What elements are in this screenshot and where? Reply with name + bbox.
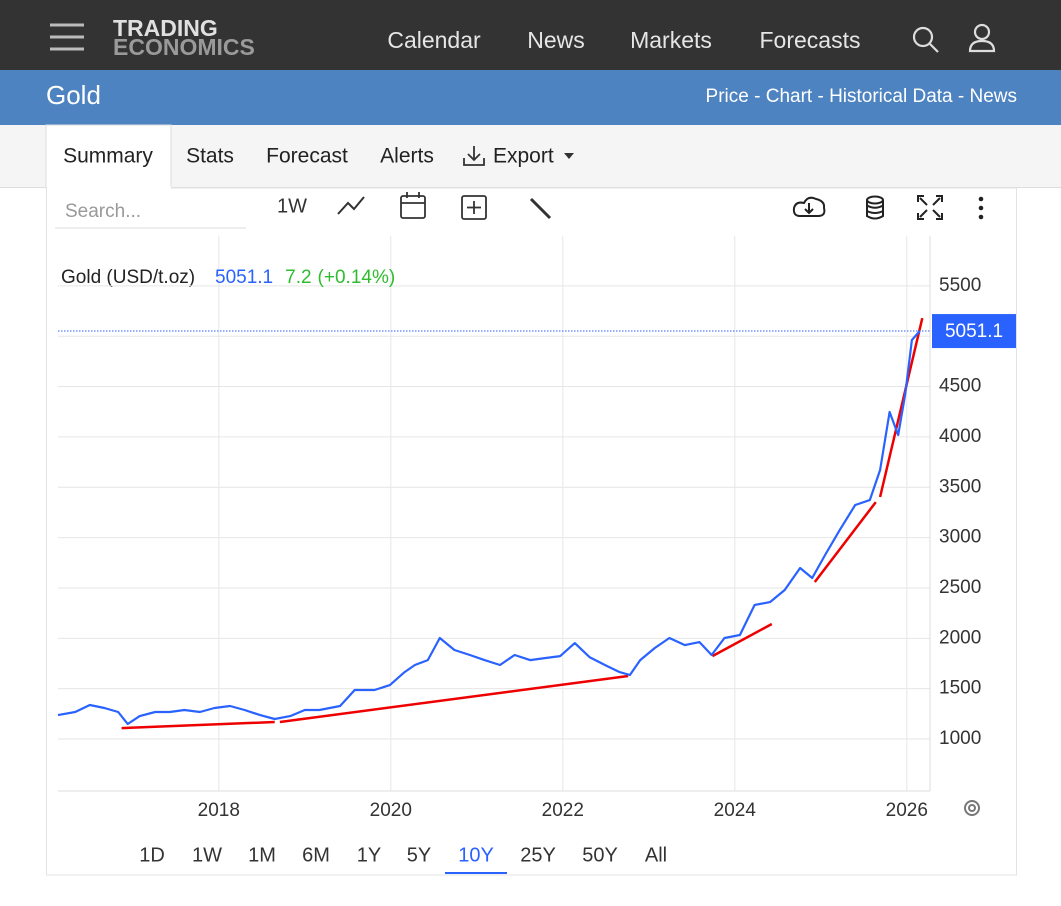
active-tab	[45, 124, 172, 189]
range-button[interactable]: 10Y	[458, 844, 494, 866]
y-tick-label: 4500	[939, 376, 981, 397]
search-icon[interactable]	[912, 26, 939, 53]
legend-value: 5051.1	[215, 267, 273, 288]
legend-name: Gold (USD/t.oz)	[61, 267, 195, 288]
last-price-tag	[932, 314, 1016, 349]
logo[interactable]: ECONOMICS	[113, 34, 255, 60]
menu-icon[interactable]	[50, 23, 84, 51]
settings-icon[interactable]	[964, 800, 980, 816]
range-button[interactable]: 50Y	[582, 844, 618, 866]
y-tick-label: 3000	[939, 527, 981, 548]
tab[interactable]: Summary	[63, 145, 153, 168]
nav-link[interactable]: Forecasts	[760, 27, 861, 53]
trend-line	[878, 317, 924, 498]
y-tick-label: 1000	[939, 728, 981, 749]
x-tick-label: 2018	[198, 800, 240, 821]
x-tick-label: 2022	[542, 800, 584, 821]
x-tick-label: 2020	[370, 800, 412, 821]
trend-line	[813, 501, 877, 583]
price-line	[57, 330, 921, 726]
chart-type-icon[interactable]	[337, 196, 365, 215]
tab[interactable]: Forecast	[266, 145, 348, 168]
download-icon[interactable]	[792, 196, 826, 217]
add-indicator-icon[interactable]	[461, 195, 487, 220]
tab-bar	[0, 125, 1061, 188]
y-tick-label: 1500	[939, 678, 981, 699]
logo[interactable]: TRADING	[113, 15, 218, 41]
tools-icon[interactable]	[529, 197, 552, 220]
y-tick-label: 4000	[939, 426, 981, 447]
range-button[interactable]: 1D	[139, 844, 165, 866]
y-tick-label: 2500	[939, 577, 981, 598]
trend-line	[121, 720, 275, 730]
range-button[interactable]: 1Y	[357, 844, 381, 866]
tab-join	[47, 186, 171, 190]
range-button[interactable]: All	[645, 844, 667, 866]
interval-button[interactable]: 1W	[277, 195, 307, 217]
nav-link[interactable]: News	[527, 27, 585, 53]
range-button[interactable]: 1W	[192, 844, 222, 866]
trend-line	[711, 622, 773, 658]
dropdown-caret	[564, 153, 574, 159]
tab[interactable]: Export	[493, 145, 554, 168]
search-input[interactable]: Search...	[65, 201, 141, 222]
range-button[interactable]: 6M	[302, 844, 330, 866]
nav-link[interactable]: Markets	[630, 27, 712, 53]
tab[interactable]: Alerts	[380, 145, 434, 168]
trend-line	[279, 674, 629, 724]
database-icon[interactable]	[866, 195, 884, 220]
range-button[interactable]: 1M	[248, 844, 276, 866]
y-tick-label: 3500	[939, 476, 981, 497]
range-button[interactable]: 25Y	[520, 844, 556, 866]
export-icon[interactable]	[463, 146, 485, 166]
range-button[interactable]: 5Y	[407, 844, 431, 866]
spacer	[0, 836, 1, 837]
nav-link[interactable]: Calendar	[387, 27, 481, 53]
y-tick-label: 2000	[939, 627, 981, 648]
x-tick-label: 2026	[886, 800, 928, 821]
fullscreen-icon[interactable]	[917, 195, 943, 220]
user-icon[interactable]	[968, 23, 996, 53]
top-bar	[0, 0, 1061, 70]
calendar-icon[interactable]	[400, 192, 426, 219]
sub-links[interactable]: Price - Chart - Historical Data - News	[706, 86, 1017, 107]
legend-change: 7.2	[285, 267, 311, 288]
page-title: Gold	[46, 80, 101, 110]
sub-bar	[0, 70, 1061, 125]
x-tick-label: 2024	[714, 800, 757, 821]
last-price-label: 5051.1	[945, 321, 1003, 342]
tab[interactable]: Stats	[186, 145, 234, 168]
legend-change-pct: (+0.14%)	[318, 267, 396, 288]
chart-panel	[46, 187, 1017, 876]
y-tick-label: 5500	[939, 275, 981, 296]
more-icon[interactable]	[978, 196, 984, 220]
